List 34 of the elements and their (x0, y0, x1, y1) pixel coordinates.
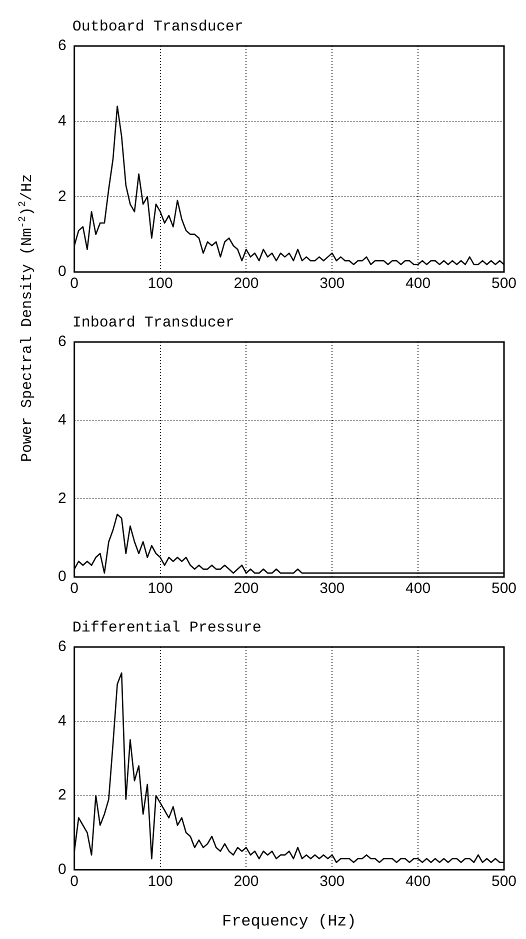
y-tick-label: 4 (58, 112, 66, 130)
x-tick-label: 500 (491, 872, 517, 890)
x-tick-label: 0 (70, 872, 79, 890)
y-tick-label: 0 (58, 263, 66, 280)
x-tick-label: 100 (148, 275, 173, 292)
y-tick-label: 2 (58, 490, 66, 507)
x-tick-label: 500 (491, 580, 517, 598)
x-tick-label: 0 (70, 580, 79, 598)
x-tick-label: 300 (320, 275, 345, 292)
x-tick-label: 300 (320, 872, 345, 890)
x-tick-label: 400 (406, 275, 431, 292)
y-tick-label: 6 (58, 638, 66, 656)
y-tick-label: 2 (58, 188, 66, 205)
y-tick-label: 0 (58, 568, 66, 586)
x-tick-label: 200 (234, 275, 259, 292)
y-tick-label: 6 (58, 333, 66, 350)
y-tick-label: 4 (58, 411, 66, 428)
x-tick-label: 300 (320, 580, 345, 598)
x-tick-label: 500 (491, 275, 517, 292)
y-tick-label: 0 (58, 860, 66, 878)
x-tick-label: 100 (148, 580, 173, 598)
y-tick-label: 6 (58, 37, 66, 54)
x-axis-title: Frequency (Hz) (222, 912, 356, 931)
chart-title: Inboard Transducer (72, 314, 234, 332)
x-tick-label: 100 (148, 872, 173, 890)
x-tick-label: 200 (234, 580, 259, 598)
chart-title: Outboard Transducer (72, 18, 244, 36)
x-tick-label: 0 (70, 275, 79, 292)
y-tick-label: 4 (58, 712, 66, 730)
x-tick-label: 400 (406, 580, 431, 598)
x-tick-label: 400 (406, 872, 431, 890)
x-tick-label: 200 (234, 872, 259, 890)
y-tick-label: 2 (58, 786, 66, 804)
chart-title: Differential Pressure (72, 619, 262, 636)
